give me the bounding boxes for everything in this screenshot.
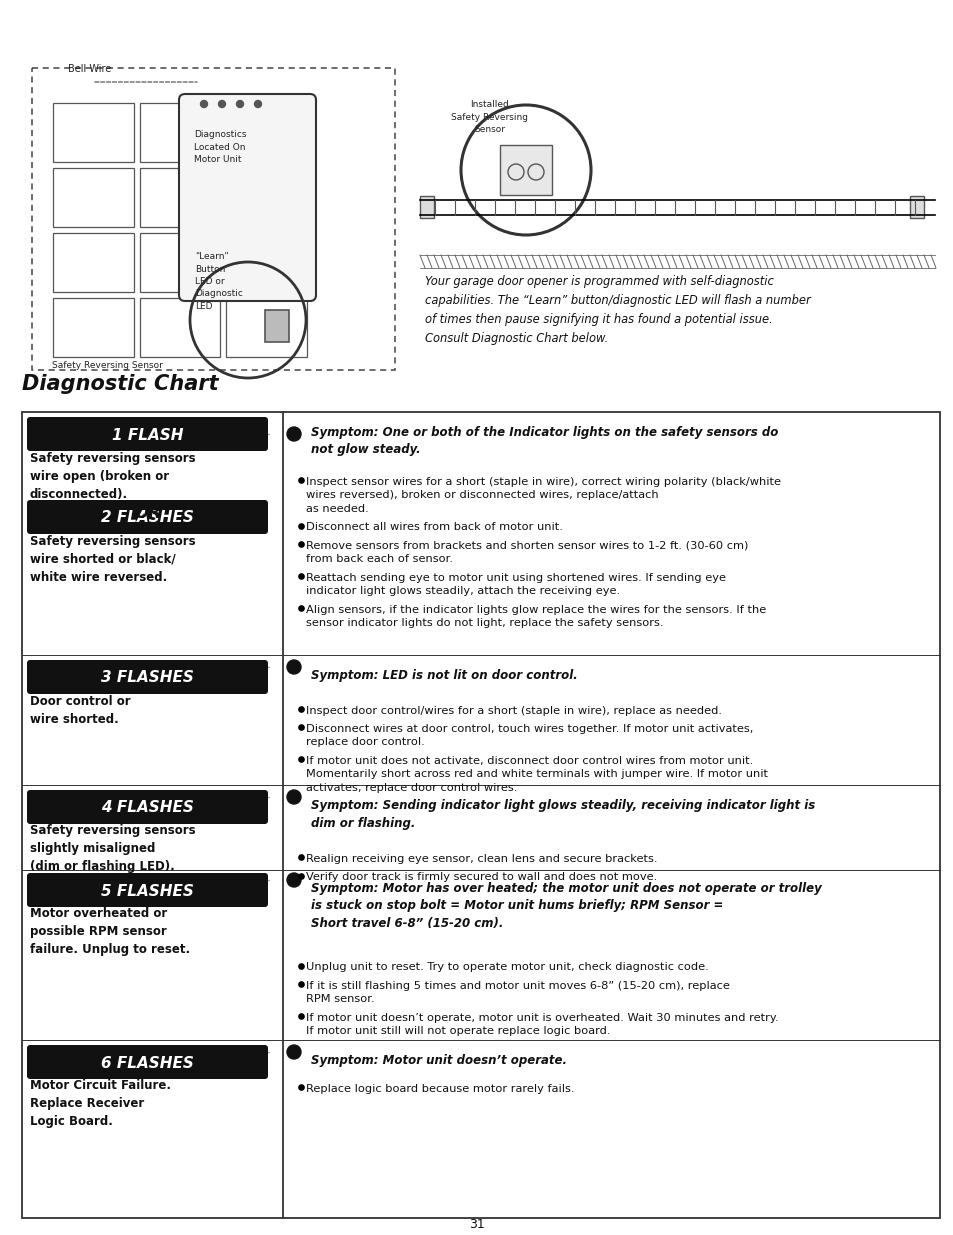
FancyBboxPatch shape [27, 1045, 268, 1079]
Text: "Learn"
Button
LED or
Diagnostic
LED: "Learn" Button LED or Diagnostic LED [194, 252, 243, 311]
Text: Align sensors, if the indicator lights glow replace the wires for the sensors. I: Align sensors, if the indicator lights g… [306, 605, 765, 629]
Bar [53, 103, 133, 162]
Circle shape [287, 790, 301, 804]
Bar [0, 0, 953, 380]
Bar [226, 298, 307, 357]
FancyBboxPatch shape [27, 659, 268, 694]
Text: Bell Wire: Bell Wire [68, 64, 112, 74]
Bar [139, 233, 220, 291]
Text: 1 FLASH: 1 FLASH [112, 427, 183, 442]
Circle shape [287, 427, 301, 441]
Text: Remove sensors from brackets and shorten sensor wires to 1-2 ft. (30-60 cm)
from: Remove sensors from brackets and shorten… [306, 541, 747, 564]
Bar [909, 196, 923, 219]
Text: Symptom: One or both of the Indicator lights on the safety sensors do
not glow s: Symptom: One or both of the Indicator li… [311, 426, 778, 457]
Text: Symptom: Motor unit doesn’t operate.: Symptom: Motor unit doesn’t operate. [311, 1053, 566, 1067]
Bar [419, 196, 434, 219]
FancyBboxPatch shape [27, 873, 268, 906]
Bar [139, 103, 220, 162]
Text: 31: 31 [469, 1218, 484, 1231]
Circle shape [254, 100, 261, 107]
Text: Inspect door control/wires for a short (staple in wire), replace as needed.: Inspect door control/wires for a short (… [306, 705, 721, 715]
Circle shape [287, 659, 301, 674]
Text: Motor Circuit Failure.
Replace Receiver
Logic Board.: Motor Circuit Failure. Replace Receiver … [30, 1079, 171, 1128]
Bar [53, 168, 133, 227]
Text: Motor overheated or
possible RPM sensor
failure. Unplug to reset.: Motor overheated or possible RPM sensor … [30, 906, 190, 956]
Bar [226, 233, 307, 291]
Bar [53, 298, 133, 357]
Text: Symptom: Motor has over heated; the motor unit does not operate or trolley
is st: Symptom: Motor has over heated; the moto… [311, 882, 821, 930]
Text: Door control or
wire shorted.: Door control or wire shorted. [30, 695, 131, 726]
Text: Safety reversing sensors
slightly misaligned
(dim or flashing LED).: Safety reversing sensors slightly misali… [30, 824, 195, 873]
Text: Reattach sending eye to motor unit using shortened wires. If sending eye
indicat: Reattach sending eye to motor unit using… [306, 573, 725, 597]
Text: 5 FLASHES: 5 FLASHES [101, 883, 193, 899]
Bar [22, 412, 939, 1218]
Text: Realign receiving eye sensor, clean lens and secure brackets.: Realign receiving eye sensor, clean lens… [306, 853, 657, 864]
Bar [499, 144, 552, 195]
Text: Unplug unit to reset. Try to operate motor unit, check diagnostic code.: Unplug unit to reset. Try to operate mot… [306, 962, 708, 972]
Text: Diagnostics
Located On
Motor Unit: Diagnostics Located On Motor Unit [193, 130, 246, 164]
Text: OR: OR [134, 504, 161, 522]
Text: Disconnect all wires from back of motor unit.: Disconnect all wires from back of motor … [306, 522, 562, 532]
Circle shape [287, 873, 301, 887]
Circle shape [287, 1045, 301, 1058]
FancyBboxPatch shape [179, 94, 315, 301]
Text: Installed
Safety Reversing
Sensor: Installed Safety Reversing Sensor [451, 100, 528, 135]
Text: 4 FLASHES: 4 FLASHES [101, 800, 193, 815]
Text: 2 FLASHES: 2 FLASHES [101, 510, 193, 526]
Circle shape [200, 100, 208, 107]
Bar [139, 168, 220, 227]
Text: Replace logic board because motor rarely fails.: Replace logic board because motor rarely… [306, 1083, 574, 1093]
Text: Verify door track is firmly secured to wall and does not move.: Verify door track is firmly secured to w… [306, 872, 657, 883]
Text: Safety Reversing Sensor: Safety Reversing Sensor [52, 361, 163, 370]
FancyBboxPatch shape [27, 790, 268, 824]
Text: Symptom: Sending indicator light glows steadily, receiving indicator light is
di: Symptom: Sending indicator light glows s… [311, 799, 815, 830]
Text: 3 FLASHES: 3 FLASHES [101, 671, 193, 685]
Bar [53, 233, 133, 291]
Text: If it is still flashing 5 times and motor unit moves 6-8” (15-20 cm), replace
RP: If it is still flashing 5 times and moto… [306, 981, 729, 1004]
Bar [139, 298, 220, 357]
Text: Symptom: LED is not lit on door control.: Symptom: LED is not lit on door control. [311, 669, 578, 682]
FancyBboxPatch shape [27, 417, 268, 451]
Bar [226, 103, 307, 162]
Text: Your garage door opener is programmed with self-diagnostic
capabilities. The “Le: Your garage door opener is programmed wi… [424, 275, 810, 345]
Circle shape [218, 100, 225, 107]
Text: Safety reversing sensors
wire open (broken or
disconnected).: Safety reversing sensors wire open (brok… [30, 452, 195, 501]
Text: Disconnect wires at door control, touch wires together. If motor unit activates,: Disconnect wires at door control, touch … [306, 724, 753, 747]
Text: Diagnostic Chart: Diagnostic Chart [22, 374, 218, 394]
Bar [226, 168, 307, 227]
Text: If motor unit doesn’t operate, motor unit is overheated. Wait 30 minutes and ret: If motor unit doesn’t operate, motor uni… [306, 1013, 778, 1036]
Circle shape [236, 100, 243, 107]
FancyBboxPatch shape [27, 500, 268, 534]
Bar [265, 310, 289, 342]
Text: 6 FLASHES: 6 FLASHES [101, 1056, 193, 1071]
Text: Safety reversing sensors
wire shorted or black/
white wire reversed.: Safety reversing sensors wire shorted or… [30, 535, 195, 584]
Text: Inspect sensor wires for a short (staple in wire), correct wiring polarity (blac: Inspect sensor wires for a short (staple… [306, 477, 781, 514]
Text: If motor unit does not activate, disconnect door control wires from motor unit.
: If motor unit does not activate, disconn… [306, 756, 767, 793]
